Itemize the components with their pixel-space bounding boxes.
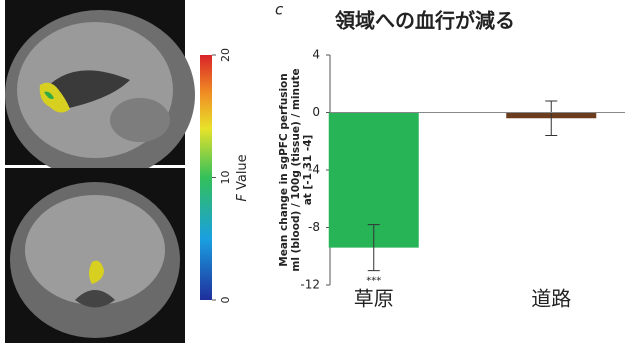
significance-annotation: *** <box>366 276 381 287</box>
y-tick-label: -8 <box>308 220 320 234</box>
x-tick-label: 草原 <box>354 287 394 311</box>
colorbar-label-prefix: F <box>235 194 250 202</box>
y-axis-label: Mean change in sgPFC perfusion <box>278 73 290 266</box>
y-axis-label: ml (blood) / 100g (tissue) / minute <box>290 68 302 271</box>
y-tick-label: -4 <box>308 163 320 177</box>
chart-title: 領域への血行が減る <box>335 9 515 33</box>
colorbar-label: F Value <box>235 154 250 201</box>
colorbar-tick-label: 0 <box>219 297 232 304</box>
figure: c 領域への血行が減る F Value 0 10 20 Mean change in … <box>0 0 635 343</box>
y-tick-label: 4 <box>312 48 320 62</box>
panel-letter: c <box>275 1 284 19</box>
y-tick-label: -12 <box>300 278 320 292</box>
y-tick-label: 0 <box>312 105 320 119</box>
colorbar <box>200 55 212 300</box>
colorbar-tick-label: 20 <box>219 48 232 62</box>
colorbar-label-text: Value <box>235 154 250 190</box>
x-tick-label: 道路 <box>531 287 571 311</box>
brain-images <box>5 0 195 343</box>
colorbar-tick-label: 10 <box>219 171 232 185</box>
